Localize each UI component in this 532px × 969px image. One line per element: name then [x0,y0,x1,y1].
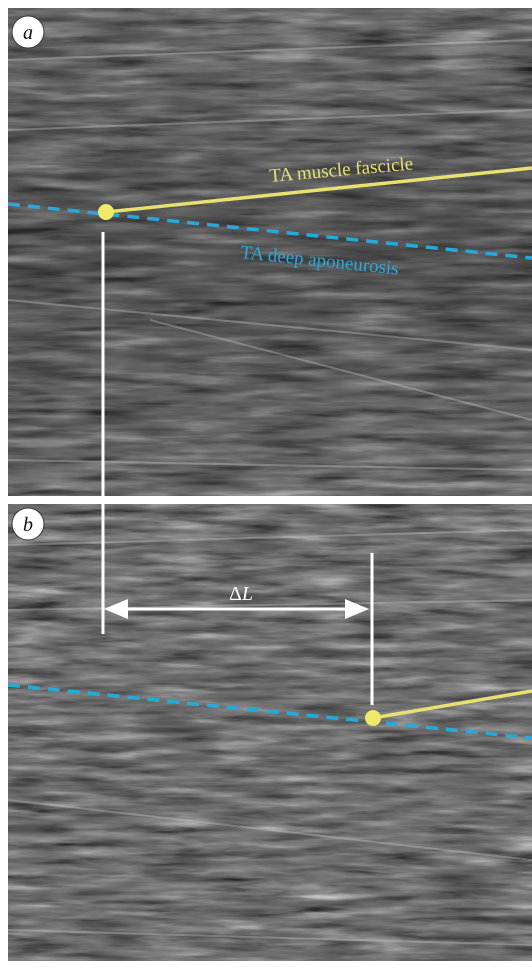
aponeurosis-line-b [7,683,532,740]
delta-l-arrow [104,599,369,619]
panel-b-label-circle [11,507,45,541]
fascicle-insertion-marker-a [98,204,114,220]
panel-b-label: b [23,514,33,536]
delta-l-label: ΔL [229,583,253,605]
delta-symbol: Δ [229,583,242,605]
fascicle-line-a [105,166,532,214]
panel-a: a [8,8,532,496]
arrow-head-right [345,599,369,619]
delta-variable: L [241,583,253,605]
fascicle-insertion-marker-b [365,710,381,726]
arrow-head-left [104,599,128,619]
panel-a-label: a [23,22,33,44]
panel-b-image [8,504,532,961]
fascicle-line-b [372,689,532,720]
panel-b: b [8,504,532,961]
panel-a-image [8,8,532,496]
panel-a-label-circle [11,15,45,49]
aponeurosis-line-a [7,202,532,260]
